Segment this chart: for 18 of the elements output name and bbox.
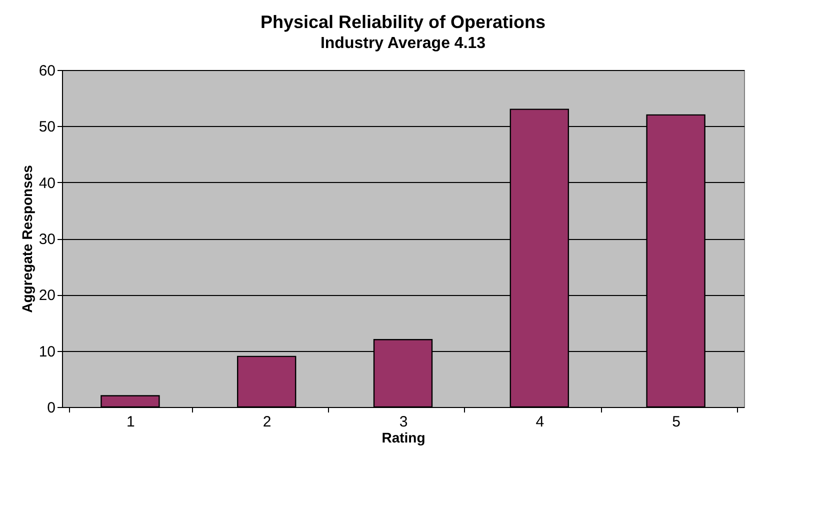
y-tick-label: 30 [38, 231, 56, 248]
chart-subtitle: Industry Average 4.13 [320, 35, 486, 52]
y-tick-label: 50 [38, 118, 56, 136]
x-tick-label: 3 [399, 414, 408, 430]
bar [100, 395, 160, 408]
x-tick-label: 5 [672, 414, 680, 430]
y-tick-label: 40 [38, 174, 56, 192]
y-tick-label: 10 [38, 343, 56, 360]
y-tick-label: 60 [38, 62, 56, 80]
x-tick-label: 2 [262, 414, 272, 430]
bar [237, 356, 296, 408]
y-tick-label: 20 [38, 287, 56, 304]
chart-title: Physical Reliability of Operations [260, 12, 546, 32]
x-tick-label: 4 [536, 414, 544, 430]
y-axis-title: Aggregate Responses [18, 164, 35, 313]
x-axis-title: Rating [382, 430, 426, 446]
x-tick-label: 1 [126, 414, 135, 430]
y-tick-label: 0 [47, 400, 56, 416]
